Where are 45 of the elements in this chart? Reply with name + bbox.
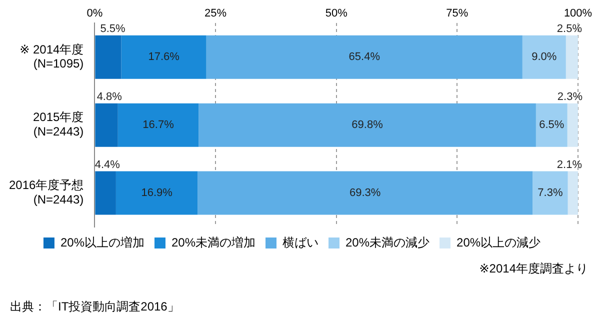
bar — [95, 103, 118, 147]
data-label: 17.6% — [148, 51, 180, 64]
bar — [95, 171, 116, 215]
data-label: 69.8% — [352, 119, 384, 132]
data-label: 2.1% — [556, 158, 582, 171]
data-label: 5.5% — [100, 22, 126, 35]
data-label: 4.4% — [94, 158, 120, 171]
bar — [568, 171, 578, 215]
x-tick-label: 25% — [204, 8, 227, 20]
x-tick-label: 100% — [564, 8, 592, 20]
bar — [206, 35, 522, 79]
data-label: 9.0% — [532, 51, 557, 64]
text: ※2014年度調査より — [479, 261, 588, 276]
legend-label: 20%以上の増加 — [60, 235, 144, 250]
bar — [567, 103, 578, 147]
bar — [532, 171, 568, 215]
bar — [536, 103, 568, 147]
data-label: 6.5% — [539, 119, 564, 132]
bar — [198, 171, 533, 215]
bar — [116, 171, 198, 215]
data-label: 16.9% — [141, 187, 173, 200]
legend-label: 横ばい — [282, 235, 318, 250]
bar — [95, 35, 122, 79]
data-label: 4.8% — [96, 90, 122, 103]
source-note: 出典：「IT投資動向調査2016」 — [10, 299, 180, 314]
bar — [121, 35, 206, 79]
legend-label: 20%未満の増加 — [171, 235, 256, 250]
data-label: 16.7% — [142, 119, 174, 132]
legend-label: 20%未満の減少 — [346, 235, 430, 250]
y-tick-label: ※ 2014年度 (N=1095) — [20, 42, 84, 71]
bar — [198, 103, 536, 147]
bar — [566, 35, 578, 79]
legend-label: 20%以上の減少 — [456, 235, 541, 250]
data-label: 65.4% — [348, 51, 380, 64]
data-label: 7.3% — [538, 187, 563, 200]
x-tick-label: 50% — [325, 8, 348, 20]
y-tick-label: 2016年度予想 (N=2443) — [8, 178, 84, 207]
x-tick-label: 75% — [446, 8, 468, 20]
x-tick-label: 0% — [86, 8, 103, 20]
data-label: 2.3% — [557, 90, 583, 103]
data-label: 2.5% — [556, 22, 582, 35]
data-label: 69.3% — [350, 187, 381, 200]
bar — [522, 35, 566, 79]
y-tick-label: 2015年度 (N=2443) — [32, 110, 84, 139]
bar — [118, 103, 199, 147]
